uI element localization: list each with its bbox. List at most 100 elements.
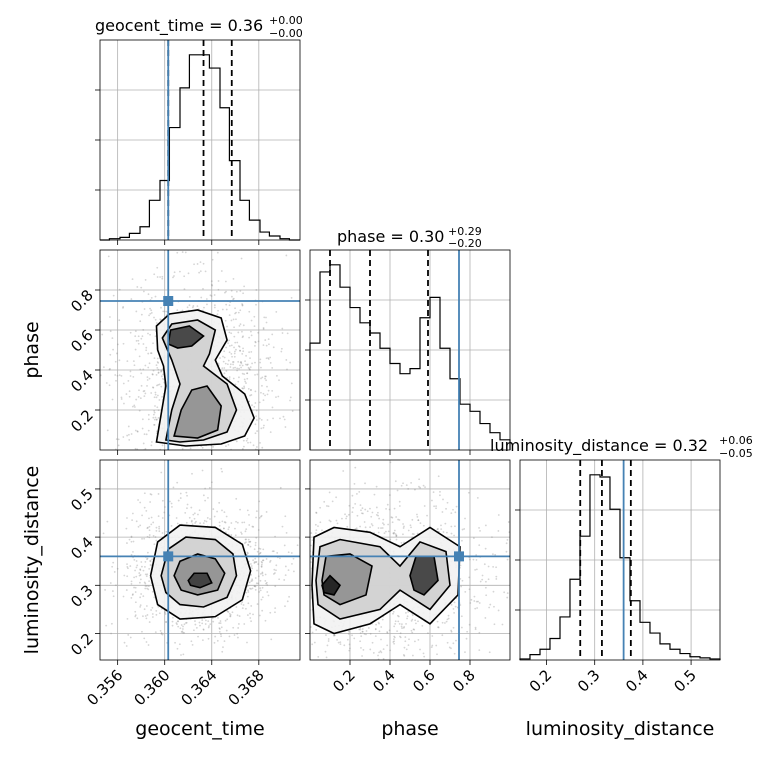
scatter-point bbox=[160, 632, 163, 634]
scatter-point bbox=[305, 555, 307, 557]
scatter-point bbox=[452, 508, 454, 511]
scatter-point bbox=[393, 636, 396, 639]
scatter-point bbox=[161, 444, 164, 447]
scatter-point bbox=[289, 396, 292, 399]
scatter-point bbox=[246, 551, 249, 554]
scatter-point bbox=[222, 360, 225, 363]
scatter-point bbox=[300, 436, 302, 438]
scatter-point bbox=[302, 586, 304, 588]
scatter-point bbox=[146, 573, 149, 576]
scatter-point bbox=[216, 639, 219, 642]
scatter-point bbox=[114, 360, 117, 363]
scatter-point bbox=[152, 386, 155, 389]
scatter-point bbox=[180, 480, 182, 482]
scatter-point bbox=[262, 392, 265, 395]
scatter-point bbox=[339, 643, 342, 645]
scatter-point bbox=[224, 319, 227, 322]
scatter-point bbox=[144, 573, 147, 576]
scatter-point bbox=[290, 296, 293, 299]
scatter-point bbox=[382, 648, 385, 650]
scatter-point bbox=[122, 342, 125, 345]
scatter-point bbox=[192, 456, 194, 458]
scatter-point bbox=[260, 598, 263, 601]
scatter-point bbox=[158, 399, 161, 401]
scatter-point bbox=[160, 632, 163, 635]
scatter-point bbox=[212, 620, 215, 623]
scatter-point bbox=[242, 324, 245, 327]
scatter-point bbox=[150, 311, 153, 314]
title-geocent-time-plus: +0.00 bbox=[269, 14, 303, 27]
scatter-point bbox=[102, 366, 105, 369]
scatter-point bbox=[235, 311, 237, 314]
scatter-point bbox=[285, 532, 288, 534]
scatter-point bbox=[264, 573, 267, 576]
scatter-point bbox=[325, 634, 327, 636]
scatter-point bbox=[276, 522, 278, 524]
scatter-point bbox=[202, 262, 205, 265]
contour-line bbox=[160, 536, 238, 608]
scatter-point bbox=[249, 394, 251, 397]
scatter-point bbox=[380, 527, 382, 529]
scatter-point bbox=[398, 505, 401, 507]
scatter-point bbox=[140, 372, 143, 375]
scatter-point bbox=[170, 502, 173, 505]
title-geocent-time: geocent_time = 0.36 bbox=[95, 16, 263, 36]
scatter-point bbox=[241, 499, 243, 501]
scatter-point bbox=[207, 637, 210, 640]
scatter-point bbox=[173, 451, 175, 453]
scatter-point bbox=[315, 511, 318, 514]
scatter-point bbox=[303, 546, 305, 548]
scatter-point bbox=[250, 605, 253, 607]
scatter-point bbox=[355, 527, 358, 530]
scatter-point bbox=[197, 635, 199, 638]
scatter-point bbox=[377, 527, 380, 529]
scatter-point bbox=[190, 506, 193, 509]
scatter-point bbox=[146, 551, 149, 554]
scatter-point bbox=[236, 521, 239, 524]
scatter-point bbox=[235, 497, 238, 500]
scatter-point bbox=[160, 370, 162, 373]
scatter-point bbox=[146, 557, 149, 560]
scatter-point bbox=[156, 366, 159, 369]
scatter-point bbox=[369, 526, 371, 529]
scatter-point bbox=[249, 612, 251, 615]
scatter-point bbox=[346, 638, 349, 641]
scatter-point bbox=[265, 321, 268, 324]
scatter-point bbox=[472, 558, 475, 561]
scatter-point bbox=[281, 332, 284, 334]
scatter-point bbox=[223, 452, 225, 454]
scatter-point bbox=[238, 345, 241, 348]
scatter-point bbox=[243, 542, 246, 544]
scatter-point bbox=[191, 306, 194, 309]
scatter-point bbox=[110, 632, 112, 635]
scatter-point bbox=[474, 628, 477, 631]
scatter-point bbox=[392, 532, 395, 535]
scatter-point bbox=[259, 552, 261, 555]
scatter-point bbox=[228, 376, 231, 378]
scatter-point bbox=[242, 292, 245, 295]
scatter-point bbox=[416, 513, 418, 516]
scatter-point bbox=[145, 346, 148, 349]
scatter-point bbox=[141, 418, 144, 421]
scatter-point bbox=[497, 514, 500, 516]
scatter-point bbox=[114, 584, 117, 587]
scatter-point bbox=[422, 524, 425, 527]
scatter-point bbox=[302, 555, 304, 557]
scatter-point bbox=[242, 350, 245, 353]
scatter-point bbox=[233, 326, 235, 329]
scatter-point bbox=[495, 566, 498, 569]
scatter-point bbox=[285, 558, 287, 560]
scatter-point bbox=[136, 617, 139, 620]
scatter-point bbox=[414, 619, 417, 622]
scatter-point bbox=[156, 384, 158, 387]
scatter-point bbox=[226, 610, 229, 613]
scatter-point bbox=[255, 510, 258, 513]
scatter-point bbox=[310, 561, 312, 564]
scatter-point bbox=[242, 347, 244, 350]
scatter-point bbox=[248, 336, 251, 339]
scatter-point bbox=[391, 516, 394, 519]
scatter-point bbox=[235, 290, 238, 293]
scatter-point bbox=[141, 565, 143, 568]
scatter-point bbox=[436, 653, 438, 656]
scatter-point bbox=[310, 532, 313, 534]
